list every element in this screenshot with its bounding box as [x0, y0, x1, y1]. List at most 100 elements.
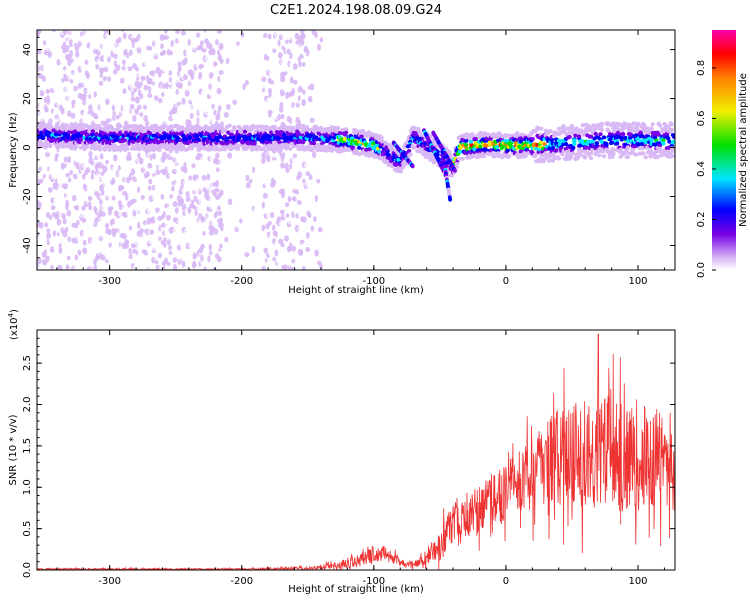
spectrogram-cell: [160, 174, 164, 180]
spectrogram-cell: [75, 204, 80, 211]
spectrogram-cell: [188, 189, 193, 195]
spectrogram-cell: [666, 110, 670, 115]
spectrogram-cell: [202, 230, 206, 236]
spectrogram-cell: [670, 112, 674, 116]
spectrogram-cell: [393, 178, 397, 183]
spectrogram-cell: [42, 57, 47, 63]
spectrogram-cell: [58, 83, 63, 90]
spectrogram-cell: [94, 38, 98, 45]
spectrogram-cell: [52, 47, 56, 55]
spectrogram-cell: [311, 151, 317, 159]
spectrogram-cell: [37, 201, 42, 207]
spectrogram-cell: [181, 97, 186, 105]
spectrogram-cell: [37, 257, 42, 264]
spectrogram-cell: [509, 172, 513, 177]
spectrogram-cell: [52, 40, 57, 48]
spectrogram-cell: [258, 238, 262, 246]
spectrogram-cell: [109, 200, 114, 208]
spectrogram-cell: [147, 206, 152, 212]
spectrogram-cell: [264, 87, 268, 94]
spectrogram-cell: [319, 36, 324, 43]
spectrogram-cell: [65, 264, 70, 270]
spectrogram-cell: [268, 220, 272, 226]
spectrogram-cell: [71, 99, 76, 106]
spectrogram-cell: [50, 246, 55, 253]
spectrogram-cell: [292, 79, 298, 85]
spectrogram-cell: [81, 71, 86, 76]
spectrogram-cell: [274, 71, 279, 78]
spectrogram-cell: [131, 40, 135, 49]
spectrogram-cell: [147, 162, 153, 169]
spectrogram-cell: [189, 70, 195, 78]
spectrogram-cell: [316, 43, 321, 51]
spectrogram-cell: [181, 193, 186, 200]
spectrogram-cell: [145, 258, 150, 265]
spectrogram-cell: [189, 212, 195, 218]
spectrogram-cell: [45, 88, 51, 94]
spectrogram-cell: [162, 161, 167, 168]
spectrogram-cell: [96, 33, 101, 40]
spectrogram-cell: [96, 124, 102, 129]
spectrogram-cell: [115, 63, 121, 72]
spectrogram-cell: [93, 196, 98, 202]
spectrogram-cell: [436, 182, 440, 186]
spectrogram-cell: [143, 30, 148, 32]
spectrogram-cell: [76, 235, 81, 242]
spectrogram-cell: [41, 75, 47, 82]
spectrogram-cell: [310, 225, 315, 232]
spectrogram-cell: [122, 233, 128, 240]
spectrogram-cell: [192, 260, 197, 268]
spectrogram-cell: [146, 103, 152, 108]
spectrogram-cell: [88, 150, 93, 158]
spectrogram-cell: [147, 185, 152, 191]
spectrogram-cell: [122, 71, 127, 78]
spectrogram-cell: [198, 185, 202, 192]
spectrogram-cell: [117, 36, 122, 43]
spectrogram-cell: [280, 174, 286, 180]
spectrogram-cell: [87, 243, 93, 249]
spectrogram-cell: [560, 174, 564, 179]
spectrogram-cell: [162, 115, 168, 122]
spectrogram-cell: [454, 161, 459, 166]
spectrogram-cell: [68, 198, 74, 206]
spectrogram-cell: [227, 123, 232, 128]
spectrogram-cell: [214, 187, 220, 193]
spectrogram-cell: [272, 256, 277, 262]
spectrogram-cell: [94, 226, 100, 234]
spectrogram-cell: [420, 159, 424, 163]
spectrogram-cell: [158, 57, 163, 65]
spectrogram-cell: [100, 189, 105, 196]
spectrogram-cell: [51, 84, 57, 91]
spectrogram-cell: [661, 111, 665, 116]
spectrogram-cell: [412, 105, 416, 110]
spectrogram-cell: [209, 155, 214, 163]
spectrogram-cell: [225, 57, 230, 65]
spectrogram-cell: [193, 75, 199, 81]
spectrogram-cell: [541, 176, 545, 181]
spectrogram-cell: [124, 239, 130, 247]
spectrogram-cell: [281, 32, 286, 40]
spectrogram-cell: [210, 220, 216, 227]
spectrogram-cell: [291, 30, 296, 35]
spectrogram-cell: [122, 88, 127, 94]
spectrogram-cell: [125, 146, 130, 151]
spectrogram-cell: [179, 223, 183, 229]
spectrogram-cell: [166, 214, 171, 221]
spectrogram-cell: [58, 255, 63, 260]
spectrogram-cell: [218, 70, 224, 75]
spectrogram-cell: [261, 239, 266, 247]
spectrogram-cell: [134, 192, 140, 199]
spectrogram-cell: [122, 32, 127, 40]
spectrogram-cell: [461, 126, 465, 130]
spectrogram-cell: [187, 241, 192, 248]
spectrogram-cell: [274, 182, 280, 190]
spectrogram-cell: [107, 68, 112, 74]
spectrogram-cell: [142, 96, 148, 104]
spectrogram-cell: [198, 194, 203, 201]
spectrogram-cell: [238, 107, 243, 113]
spectrogram-cell: [63, 167, 67, 174]
spectrogram-cell: [72, 30, 78, 39]
spectrogram-cell: [277, 39, 281, 47]
spectrogram-cell: [172, 238, 177, 246]
spectrogram-cell: [291, 102, 295, 108]
